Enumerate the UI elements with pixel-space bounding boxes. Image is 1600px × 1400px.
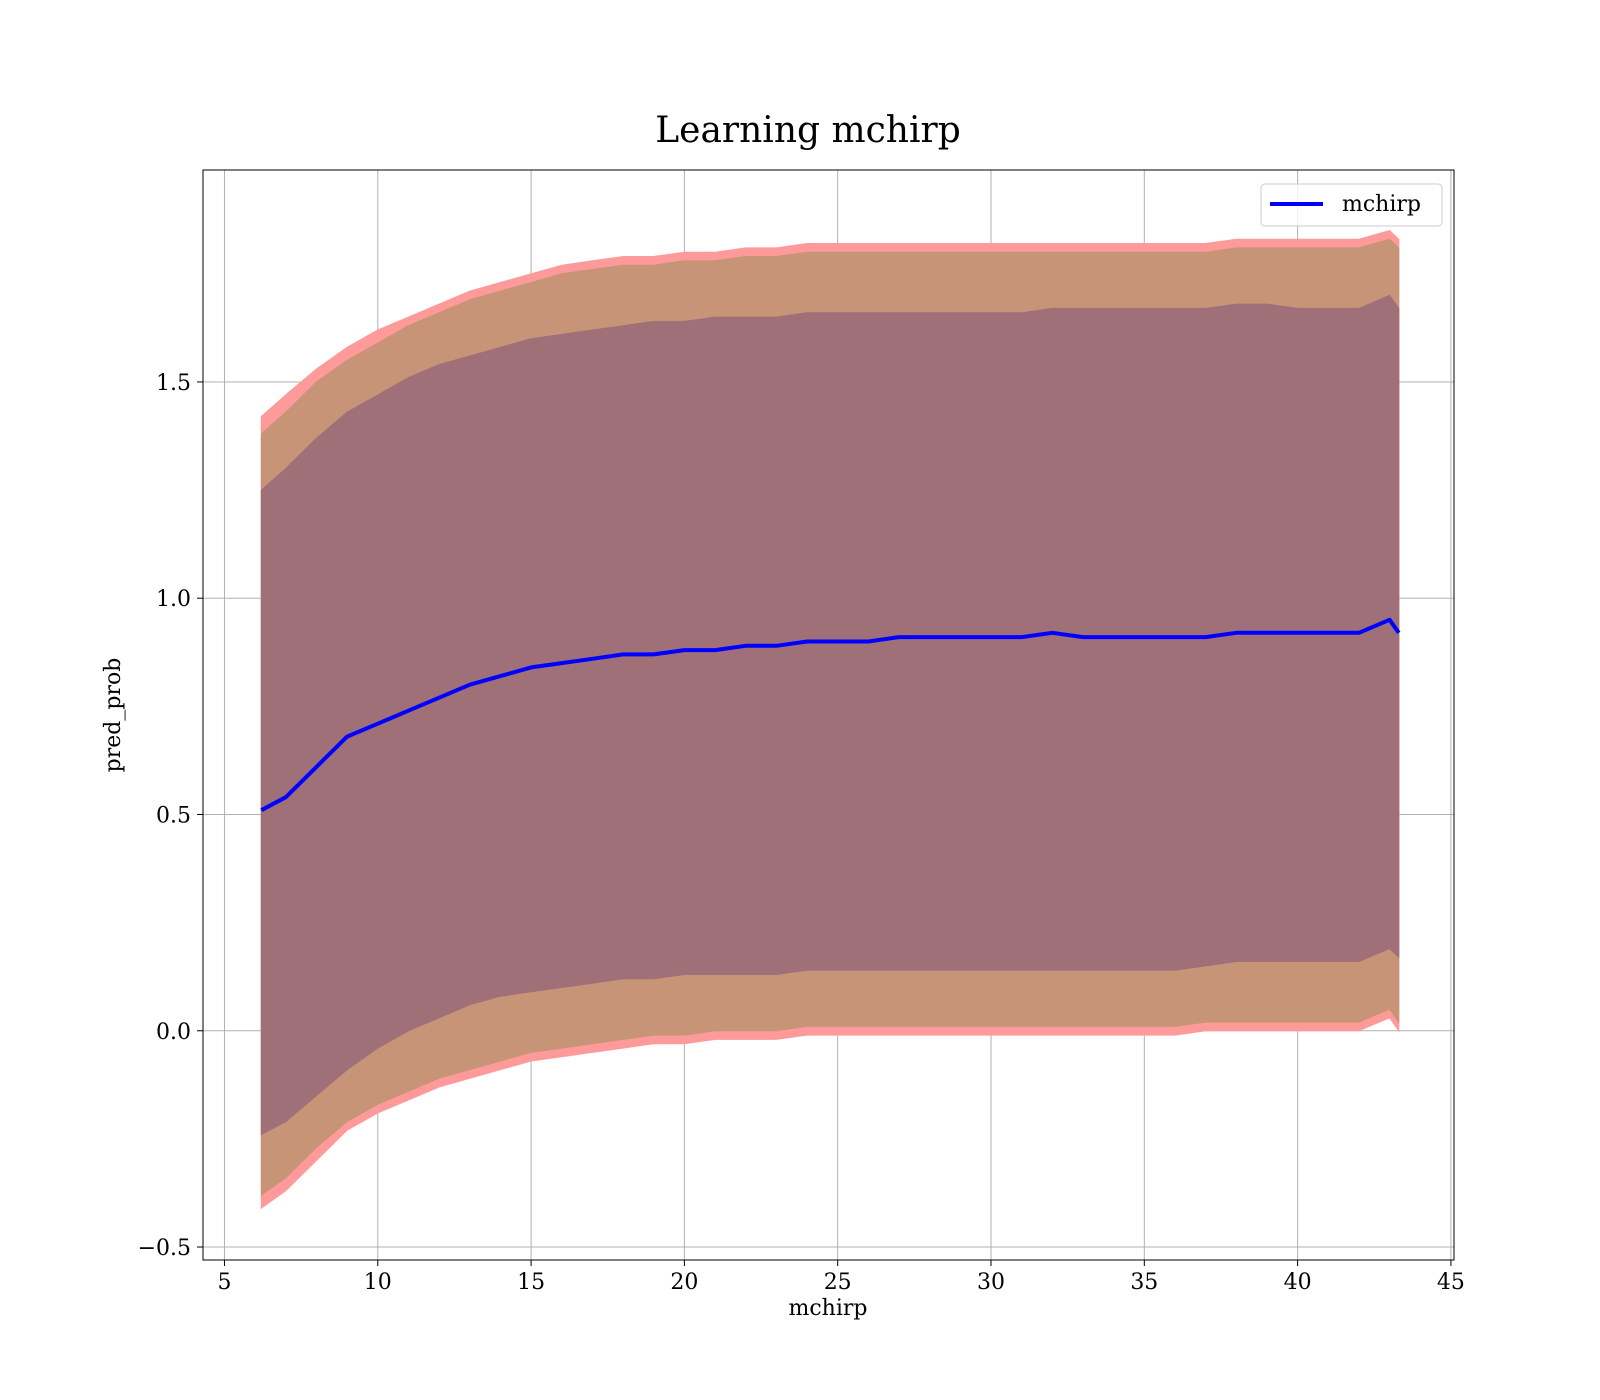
uncertainty-bands: [260, 230, 1400, 1210]
series-line-mchirp: [260, 617, 1401, 812]
y-tick-label: 0.0: [156, 1020, 191, 1045]
x-tick-label: 40: [1284, 1270, 1312, 1295]
x-tick-label: 30: [977, 1270, 1005, 1295]
y-tick-label: −0.5: [138, 1236, 191, 1261]
band-area-2: [260, 294, 1400, 1136]
plot-frame: [202, 169, 1455, 1261]
line-series: [260, 617, 1401, 812]
x-tick-label: 5: [217, 1270, 231, 1295]
x-tick-label: 20: [670, 1270, 698, 1295]
legend-label-mchirp: mchirp: [1342, 192, 1421, 217]
x-tick-label: 15: [517, 1270, 545, 1295]
legend-box: [1260, 183, 1443, 227]
x-tick-label: 35: [1130, 1270, 1158, 1295]
x-axis-label: mchirp: [789, 1296, 868, 1321]
chart-title: Learning mchirp: [655, 110, 961, 151]
x-tick-label: 45: [1437, 1270, 1465, 1295]
legend: mchirp: [1260, 183, 1443, 227]
axis-ticks: 5 10 15 20 25 30 35 40 45 −0.5 0.0 0.5 1.0 1.5: [138, 371, 1465, 1295]
y-tick-label: 0.5: [156, 803, 191, 828]
x-tick-label: 10: [364, 1270, 392, 1295]
y-axis-label: pred_prob: [101, 658, 126, 773]
x-tick-label: 25: [824, 1270, 852, 1295]
y-tick-label: 1.5: [156, 371, 191, 396]
y-tick-label: 1.0: [156, 587, 191, 612]
